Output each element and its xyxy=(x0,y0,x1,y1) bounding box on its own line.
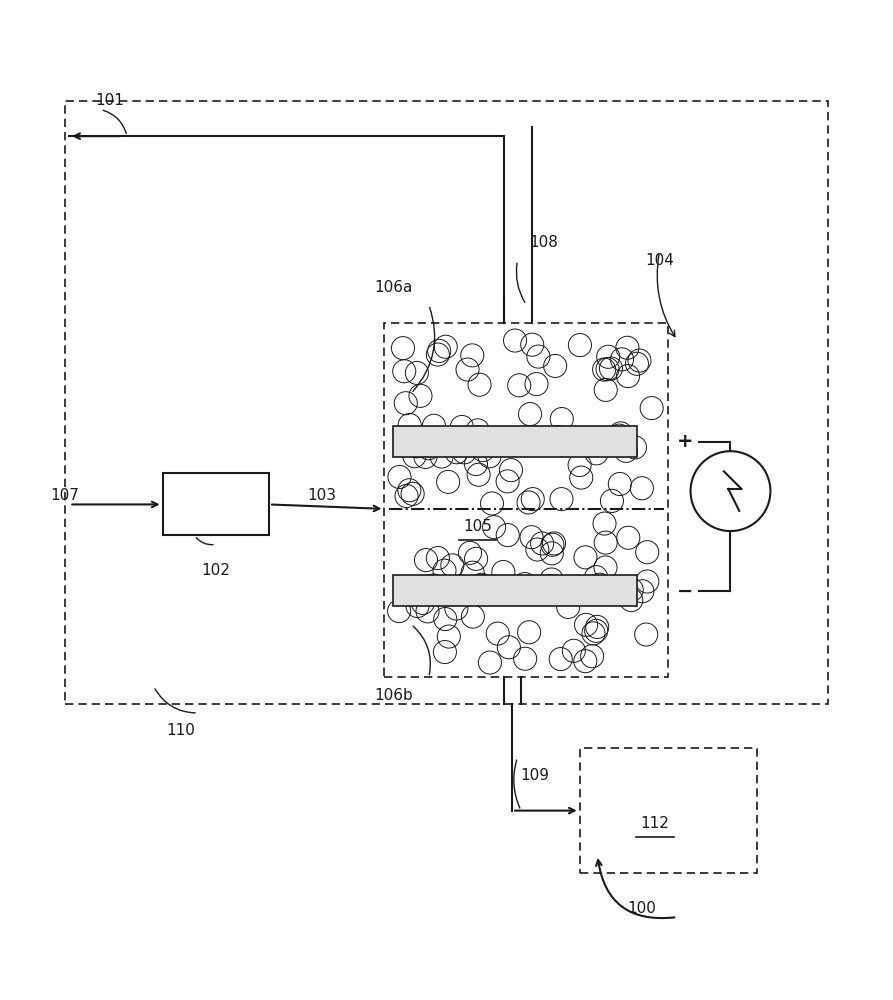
Text: 107: 107 xyxy=(51,488,79,503)
Bar xyxy=(393,575,638,606)
Text: 105: 105 xyxy=(463,519,492,534)
Text: 103: 103 xyxy=(308,488,337,503)
Text: 106b: 106b xyxy=(374,688,413,703)
Text: 102: 102 xyxy=(201,563,230,578)
Bar xyxy=(163,473,269,535)
Bar xyxy=(393,426,638,457)
Text: 109: 109 xyxy=(521,768,550,783)
Text: 110: 110 xyxy=(166,723,195,738)
Text: 112: 112 xyxy=(640,816,670,831)
Text: 101: 101 xyxy=(95,93,124,108)
Text: 108: 108 xyxy=(530,235,558,250)
Text: −: − xyxy=(677,581,694,600)
Text: 106a: 106a xyxy=(374,280,413,295)
Text: 104: 104 xyxy=(645,253,674,268)
Text: 100: 100 xyxy=(627,901,656,916)
Text: +: + xyxy=(677,432,694,451)
